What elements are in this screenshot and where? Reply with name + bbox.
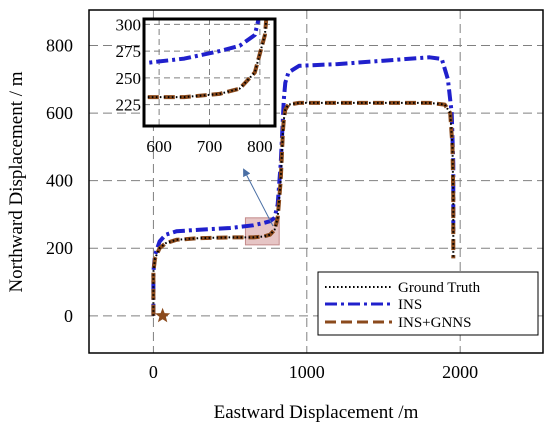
x-tick-label: 2000 xyxy=(442,362,478,382)
plot-frame xyxy=(88,9,544,354)
legend: Ground Truth INS INS+GNNS xyxy=(317,271,539,336)
inset-x-tick-label: 700 xyxy=(197,137,223,156)
zoom-region-box xyxy=(244,217,280,246)
inset-x-tick-labels: 600 700 800 xyxy=(146,137,272,156)
inset-frame xyxy=(142,17,277,128)
x-axis-label: Eastward Displacement /m xyxy=(214,402,419,423)
inset-y-tick-label: 275 xyxy=(116,42,142,61)
inset-y-tick-label: 250 xyxy=(116,69,142,88)
y-tick-label: 800 xyxy=(46,35,73,55)
inset-x-tick-label: 600 xyxy=(146,137,172,156)
series-line-ins xyxy=(151,55,456,316)
y-tick-label: 0 xyxy=(64,306,73,326)
inset-x-tick-label: 800 xyxy=(247,137,273,156)
legend-label-ground-truth: Ground Truth xyxy=(398,280,481,296)
inset-grid-lines xyxy=(144,19,275,126)
y-tick-label: 200 xyxy=(46,238,73,258)
series-layer xyxy=(151,55,456,316)
inset-y-tick-label: 225 xyxy=(116,96,142,115)
inset-zoom: 600 700 800 225 250 275 300 xyxy=(116,15,277,156)
highlight-box xyxy=(244,217,280,246)
legend-label-ins-gnns: INS+GNNS xyxy=(398,315,471,331)
y-tick-label: 400 xyxy=(46,171,73,191)
start-marker-layer xyxy=(155,307,171,323)
y-axis-label: Northward Displacement / m xyxy=(6,71,27,292)
y-tick-label: 600 xyxy=(46,103,73,123)
inset-y-tick-labels: 225 250 275 300 xyxy=(116,15,142,114)
y-tick-labels: 0 200 400 600 800 xyxy=(46,35,73,325)
series-line-ground-truth xyxy=(152,101,455,316)
legend-label-ins: INS xyxy=(398,297,422,313)
inset-y-tick-label: 300 xyxy=(116,15,142,34)
zoom-arrow xyxy=(243,168,274,227)
x-tick-label: 1000 xyxy=(289,362,325,382)
start-star-marker xyxy=(155,307,171,323)
x-tick-label: 0 xyxy=(149,362,158,382)
x-tick-labels: 0 1000 2000 xyxy=(149,362,478,382)
